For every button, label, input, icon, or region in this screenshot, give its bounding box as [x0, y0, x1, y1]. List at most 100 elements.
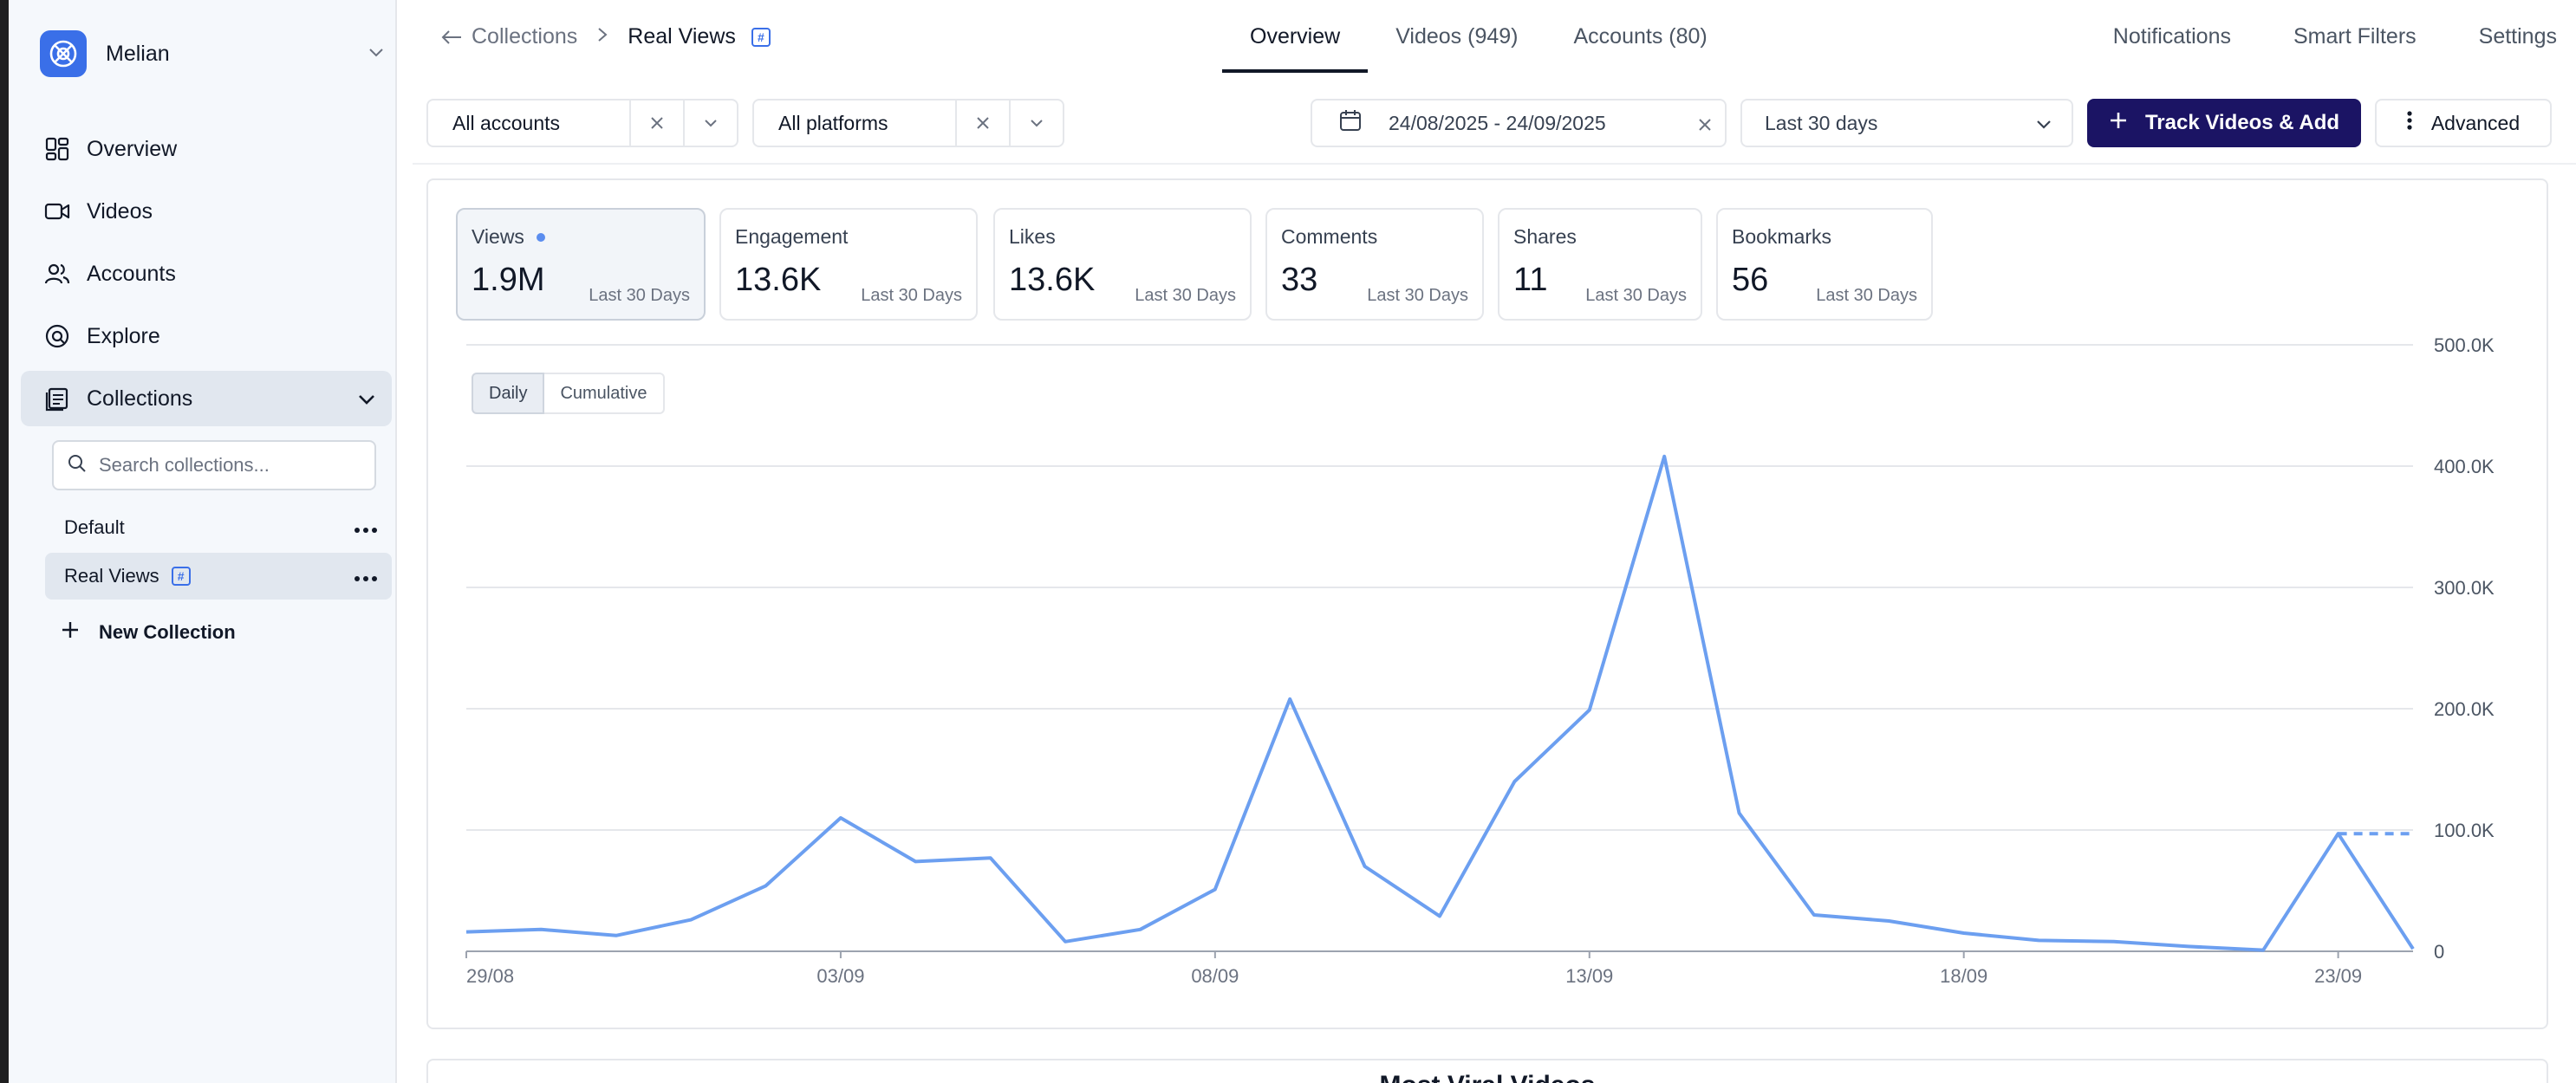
metric-label: Likes [1009, 225, 1056, 248]
new-collection-button[interactable]: New Collection [61, 612, 236, 653]
y-tick-label: 300.0K [2434, 577, 2495, 599]
clear-icon[interactable] [955, 100, 1009, 146]
collection-label: Real Views [64, 565, 159, 587]
accounts-filter-value: All accounts [452, 111, 561, 134]
breadcrumb: Collections Real Views # [440, 24, 771, 49]
metric-label: Shares [1513, 225, 1577, 248]
arrow-left-icon [441, 29, 461, 44]
platforms-filter[interactable]: All platforms [752, 99, 1064, 147]
metric-period: Last 30 Days [861, 286, 962, 305]
collection-item-real-views[interactable]: Real Views # [45, 553, 392, 600]
track-videos-button[interactable]: Track Videos & Add [2087, 99, 2361, 147]
x-tick-label: 08/09 [1191, 965, 1239, 987]
sidebar-item-explore[interactable]: Explore [21, 308, 392, 364]
x-tick-label: 23/09 [2314, 965, 2362, 987]
sidebar-item-label: Explore [87, 323, 160, 348]
daily-toggle[interactable]: Daily [472, 373, 545, 414]
metric-value: 56 [1732, 262, 1769, 298]
metric-value: 13.6K [735, 262, 822, 298]
period-value: Last 30 days [1765, 111, 1878, 134]
active-dot-icon [536, 232, 545, 242]
metric-card-shares[interactable]: Shares 11 Last 30 Days [1498, 208, 1702, 321]
x-tick-label: 18/09 [1940, 965, 1987, 987]
top-bar: Collections Real Views # Overview Videos… [399, 0, 2576, 76]
views-series-line [465, 454, 2415, 952]
breadcrumb-back-link[interactable]: Collections [440, 24, 577, 49]
x-tick-label: 29/08 [466, 965, 514, 987]
new-collection-label: New Collection [99, 621, 236, 643]
metric-label-text: Views [472, 225, 524, 248]
collection-item-default[interactable]: Default [45, 504, 392, 551]
advanced-button[interactable]: Advanced [2375, 99, 2552, 147]
kebab-icon [2407, 110, 2412, 136]
settings-link[interactable]: Settings [2478, 24, 2557, 49]
sidebar-item-accounts[interactable]: Accounts [21, 246, 392, 302]
breadcrumb-current: Real Views [628, 24, 736, 49]
accounts-filter[interactable]: All accounts [426, 99, 738, 147]
sidebar-item-collections[interactable]: Collections [21, 371, 392, 426]
collection-label: Default [64, 516, 125, 538]
hashtag-icon: # [751, 27, 771, 47]
sidebar-item-label: Videos [87, 198, 153, 224]
metric-card-bookmarks[interactable]: Bookmarks 56 Last 30 Days [1716, 208, 1933, 321]
calendar-icon [1338, 108, 1363, 138]
sidebar-item-label: Overview [87, 136, 178, 161]
sidebar-item-videos[interactable]: Videos [21, 184, 392, 239]
collection-search[interactable] [52, 440, 376, 490]
notifications-link[interactable]: Notifications [2112, 24, 2231, 49]
y-tick-label: 200.0K [2434, 698, 2495, 720]
tab-overview[interactable]: Overview [1222, 0, 1369, 73]
period-select[interactable]: Last 30 days [1740, 99, 2073, 147]
smart-filters-link[interactable]: Smart Filters [2293, 24, 2417, 49]
chevron-down-icon[interactable] [355, 388, 378, 417]
tab-videos[interactable]: Videos (949) [1395, 23, 1519, 49]
clear-icon[interactable] [629, 100, 683, 146]
more-icon[interactable] [354, 518, 378, 542]
sidebar-item-label: Collections [87, 386, 193, 411]
clear-icon[interactable] [1697, 114, 1713, 138]
more-icon[interactable] [354, 567, 378, 591]
video-icon [43, 198, 71, 225]
overview-panel: Views 1.9M Last 30 Days Engagement 13.6K… [426, 178, 2548, 1029]
metric-card-comments[interactable]: Comments 33 Last 30 Days [1265, 208, 1484, 321]
metric-label: Comments [1281, 225, 1378, 248]
metric-period: Last 30 Days [1585, 286, 1687, 305]
y-tick-label: 100.0K [2434, 820, 2495, 841]
viral-videos-title: Most Viral Videos [428, 1071, 2547, 1083]
header-divider [413, 163, 2576, 165]
workspace-switcher[interactable]: Melian [40, 29, 387, 78]
chevron-down-icon [366, 42, 387, 67]
metric-value: 1.9M [472, 262, 545, 298]
metric-period: Last 30 Days [1367, 286, 1468, 305]
sidebar-nav: Overview Videos Accounts Explore Collect… [21, 121, 392, 433]
sidebar-item-overview[interactable]: Overview [21, 121, 392, 177]
search-input[interactable] [99, 454, 359, 477]
metric-label: Bookmarks [1732, 225, 1832, 248]
tab-accounts[interactable]: Accounts (80) [1573, 23, 1708, 49]
cumulative-toggle[interactable]: Cumulative [544, 373, 665, 414]
x-tick-label: 13/09 [1565, 965, 1613, 987]
metric-value: 13.6K [1009, 262, 1096, 298]
chevron-down-icon [2033, 114, 2054, 140]
chevron-down-icon[interactable] [683, 100, 737, 146]
chart-mode-toggle: Daily Cumulative [472, 373, 665, 414]
y-tick-label: 500.0K [2434, 334, 2495, 356]
views-line-chart: 0 100.0K 200.0K 300.0K 400.0K 500.0K 29/08 03/0… [465, 334, 2495, 987]
collections-icon [43, 385, 71, 412]
x-tick-label: 03/09 [816, 965, 864, 987]
metric-card-likes[interactable]: Likes 13.6K Last 30 Days [993, 208, 1252, 321]
date-range-picker[interactable]: 24/08/2025 - 24/09/2025 [1311, 99, 1727, 147]
metric-card-views[interactable]: Views 1.9M Last 30 Days [456, 208, 706, 321]
track-videos-label: Track Videos & Add [2144, 111, 2340, 134]
chevron-down-icon[interactable] [1009, 100, 1063, 146]
header-links: Notifications Smart Filters Settings [2051, 24, 2557, 49]
workspace-name: Melian [106, 41, 170, 66]
sidebar: Melian Overview Videos Accounts [9, 0, 397, 1083]
metric-card-engagement[interactable]: Engagement 13.6K Last 30 Days [719, 208, 978, 321]
users-icon [43, 260, 71, 288]
metric-period: Last 30 Days [1816, 286, 1917, 305]
viral-videos-card: Most Viral Videos [426, 1059, 2548, 1083]
metric-value: 33 [1281, 262, 1318, 298]
date-range-value: 24/08/2025 - 24/09/2025 [1389, 111, 1606, 134]
plus-icon [61, 620, 80, 645]
